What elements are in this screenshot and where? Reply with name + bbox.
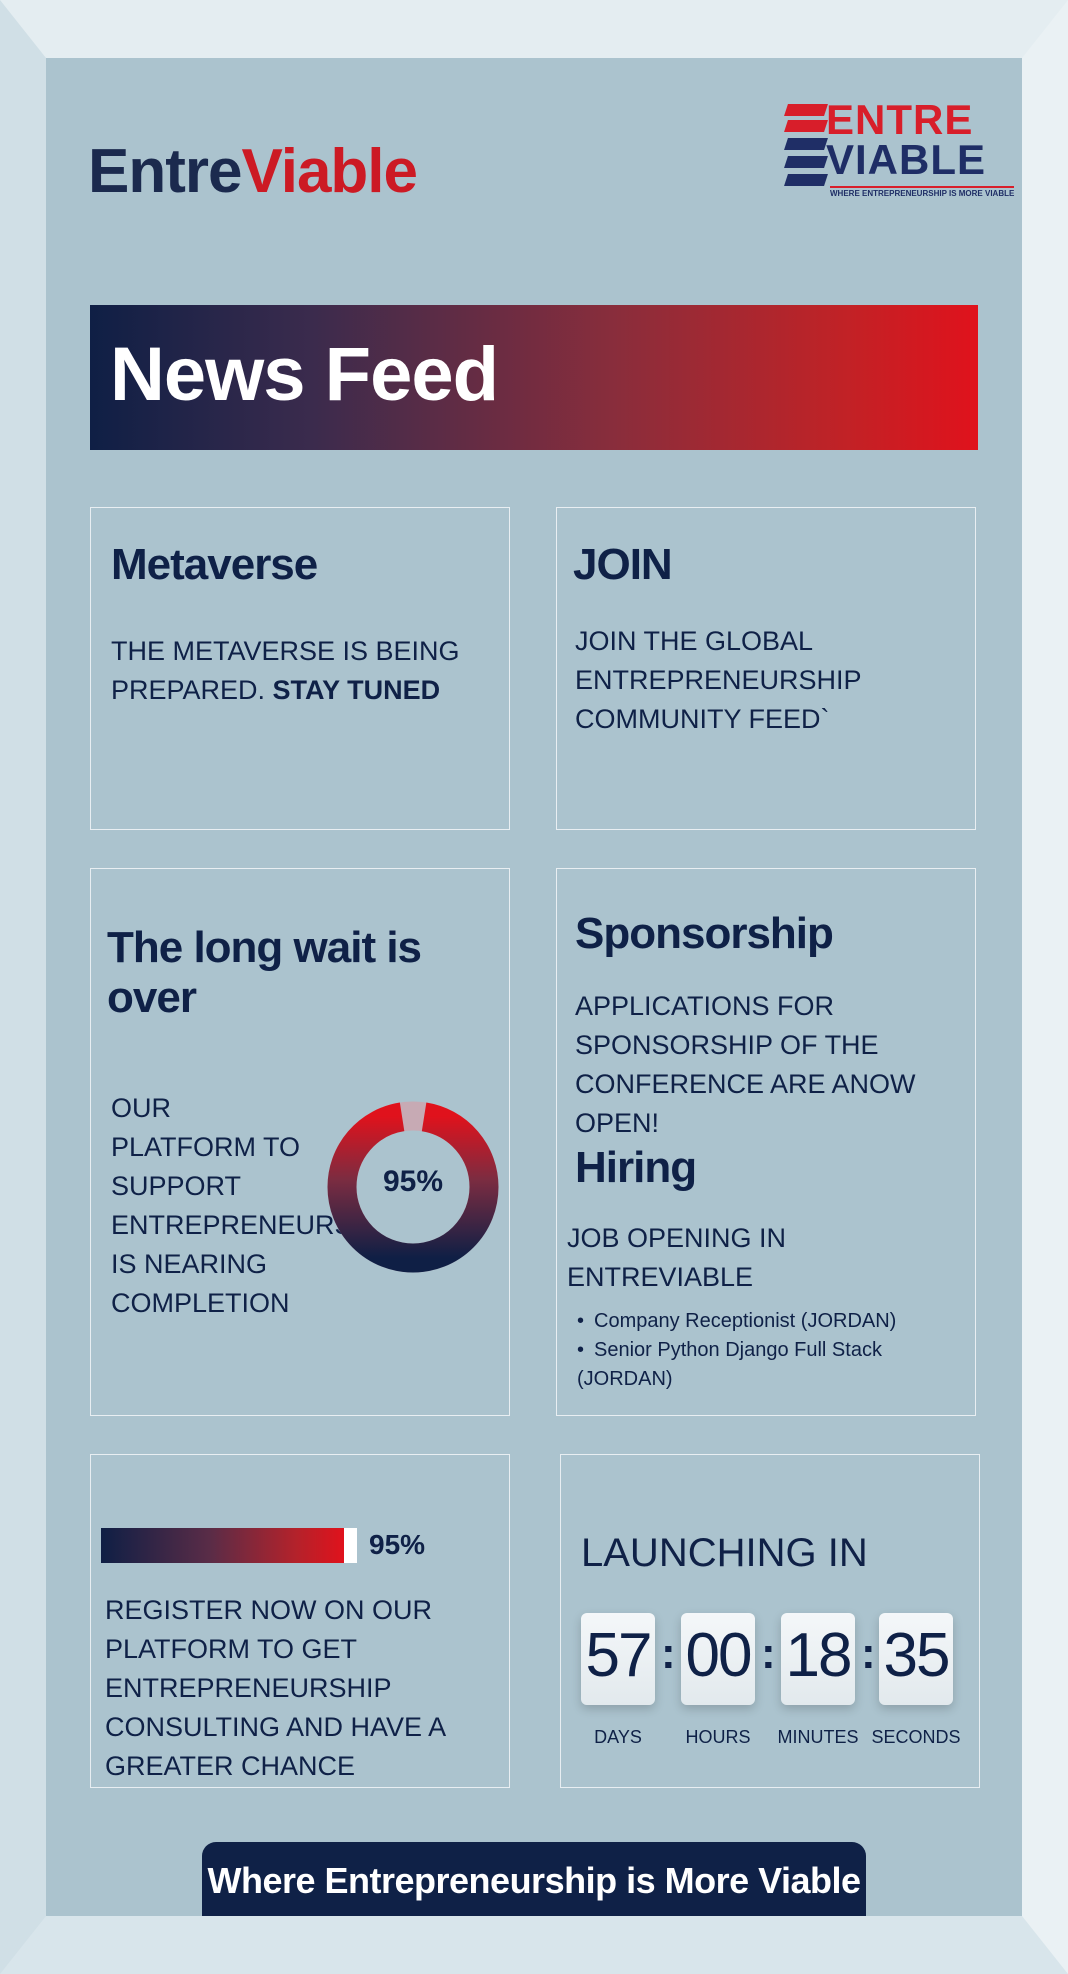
job-item[interactable]: Senior Python Django Full Stack (JORDAN) — [577, 1336, 975, 1394]
brand-part-2: Viable — [241, 137, 418, 206]
hiring-subtitle: JOB OPENING IN ENTREVIABLE — [567, 1223, 787, 1292]
job-item[interactable]: Company Receptionist (JORDAN) — [577, 1307, 975, 1336]
logo-line-1: ENTRE — [826, 96, 974, 143]
countdown-hours: 00 — [681, 1613, 755, 1705]
join-title: JOIN — [573, 540, 673, 589]
logo-tagline: WHERE ENTREPRENEURSHIP IS MORE VIABLE — [830, 186, 1015, 198]
donut-chart-icon — [327, 1101, 499, 1273]
long-wait-title: The long wait is over — [107, 923, 422, 1022]
countdown-seconds-label: SECONDS — [871, 1727, 961, 1747]
countdown-days-value: 57 — [585, 1621, 653, 1690]
footer-tagline-tab: Where Entrepreneurship is More Viable — [202, 1842, 866, 1916]
countdown-seconds-value: 35 — [883, 1621, 951, 1690]
join-card: JOIN JOIN THE GLOBAL ENTREPRENEURSHIP CO… — [556, 507, 976, 830]
sponsorship-hiring-card: Sponsorship APPLICATIONS FOR SPONSORSHIP… — [556, 868, 976, 1416]
metaverse-title: Metaverse — [111, 540, 318, 589]
countdown-minutes: 18 — [781, 1613, 855, 1705]
sponsorship-body: APPLICATIONS FOR SPONSORSHIP OF THE CONF… — [575, 991, 916, 1138]
registration-progress-bar — [101, 1528, 357, 1563]
countdown-hours-label: HOURS — [685, 1727, 751, 1747]
countdown-days-label: DAYS — [594, 1727, 642, 1747]
registration-progress-fill — [101, 1528, 345, 1563]
brand-wordmark: EntreViable — [88, 136, 418, 207]
donut-progress-arc — [327, 1101, 499, 1273]
metaverse-card: Metaverse THE METAVERSE IS BEING PREPARE… — [90, 507, 510, 830]
entreviable-logo: ENTRE VIABLE WHERE ENTREPRENEURSHIP IS M… — [784, 96, 1015, 204]
footer-tagline: Where Entrepreneurship is More Viable — [207, 1860, 861, 1901]
countdown-hours-value: 00 — [685, 1621, 753, 1690]
countdown-separator: : — [761, 1629, 776, 1678]
countdown-separator: : — [661, 1629, 676, 1678]
launch-title: LAUNCHING IN — [581, 1531, 868, 1575]
logo-stripes-icon — [784, 98, 828, 194]
join-body: JOIN THE GLOBAL ENTREPRENEURSHIP COMMUNI… — [575, 626, 862, 734]
news-feed-banner: News Feed — [90, 305, 978, 450]
countdown-separator: : — [861, 1629, 876, 1678]
registration-progress-label: 95% — [369, 1529, 426, 1560]
metaverse-body-bold: STAY TUNED — [272, 675, 441, 705]
job-list: Company Receptionist (JORDAN) Senior Pyt… — [577, 1307, 975, 1394]
countdown-seconds: 35 — [879, 1613, 953, 1705]
long-wait-body: OUR PLATFORM TO SUPPORT ENTREPRENEURS IS… — [111, 1093, 353, 1318]
launch-countdown-card: LAUNCHING IN 57 : 00 : 18 : 35 DAYS HOUR… — [560, 1454, 980, 1788]
countdown-minutes-value: 18 — [785, 1621, 853, 1690]
metaverse-body-text: THE METAVERSE IS BEING PREPARED. — [111, 636, 460, 705]
countdown-minutes-label: MINUTES — [777, 1727, 859, 1747]
donut-percent-label: 95% — [382, 1165, 444, 1198]
countdown-days: 57 — [581, 1613, 655, 1705]
logo-line-2: VIABLE — [826, 136, 987, 183]
page-content: EntreViable ENTRE VIABLE WHERE ENTREPREN… — [46, 58, 1022, 1916]
register-card: 95% REGISTER NOW ON OUR PLATFORM TO GET … — [90, 1454, 510, 1788]
long-wait-card: The long wait is over OUR PLATFORM TO SU… — [90, 868, 510, 1416]
brand-part-1: Entre — [88, 137, 242, 206]
sponsorship-title: Sponsorship — [575, 909, 834, 958]
page-title: News Feed — [110, 332, 499, 417]
register-body: REGISTER NOW ON OUR PLATFORM TO GET ENTR… — [105, 1595, 445, 1781]
completion-donut: 95% — [327, 1075, 499, 1299]
metaverse-body: THE METAVERSE IS BEING PREPARED. STAY TU… — [111, 632, 491, 710]
hiring-title: Hiring — [575, 1143, 697, 1192]
